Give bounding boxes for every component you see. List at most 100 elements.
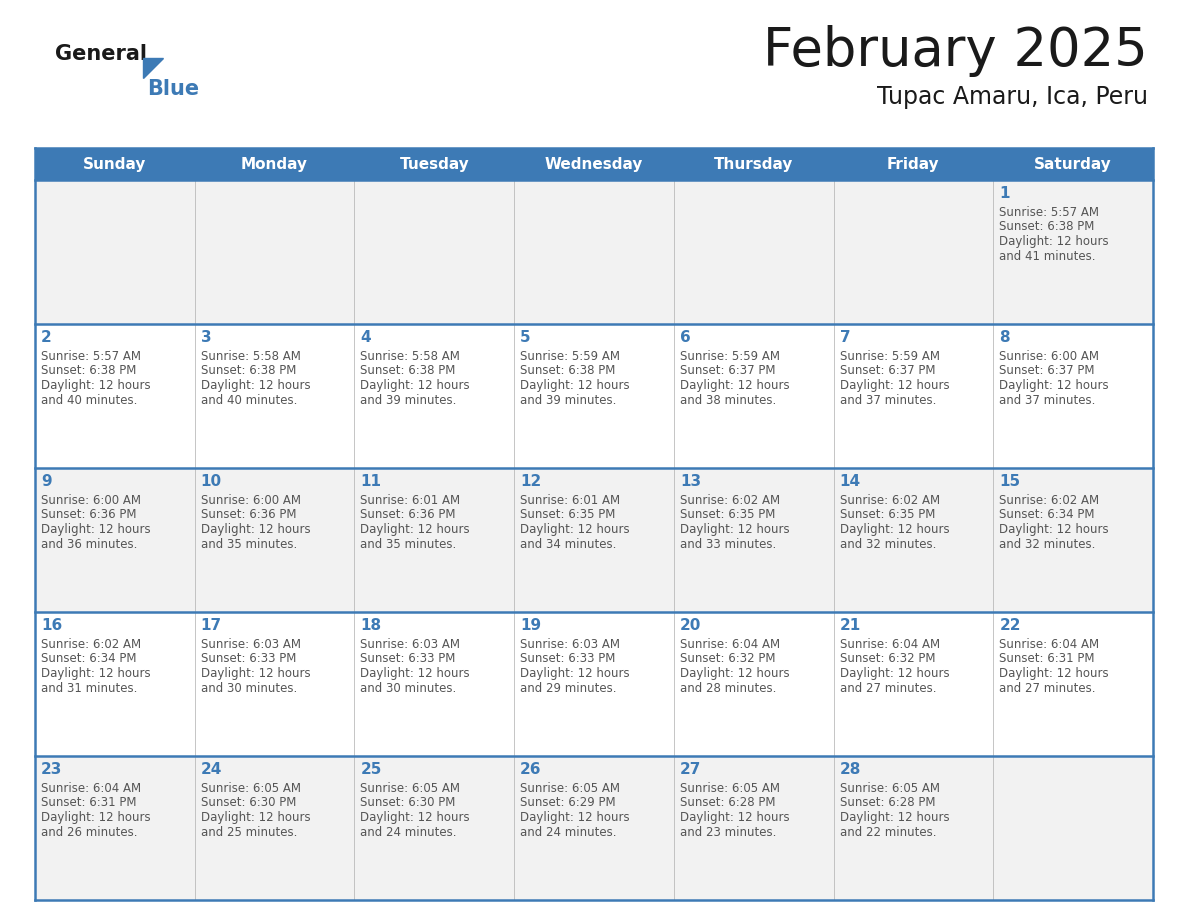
Bar — [354, 180, 514, 324]
Text: Sunset: 6:33 PM: Sunset: 6:33 PM — [201, 653, 296, 666]
Text: and 32 minutes.: and 32 minutes. — [999, 538, 1095, 551]
Text: Sunset: 6:38 PM: Sunset: 6:38 PM — [42, 364, 137, 377]
Text: Daylight: 12 hours: Daylight: 12 hours — [680, 379, 790, 392]
Text: Daylight: 12 hours: Daylight: 12 hours — [520, 379, 630, 392]
Bar — [674, 612, 834, 756]
Text: Sunset: 6:28 PM: Sunset: 6:28 PM — [840, 797, 935, 810]
Text: Sunset: 6:33 PM: Sunset: 6:33 PM — [360, 653, 456, 666]
Text: 25: 25 — [360, 762, 381, 777]
Text: Daylight: 12 hours: Daylight: 12 hours — [840, 379, 949, 392]
Text: Sunset: 6:36 PM: Sunset: 6:36 PM — [360, 509, 456, 521]
Text: and 37 minutes.: and 37 minutes. — [999, 394, 1095, 407]
Text: 11: 11 — [360, 474, 381, 489]
Text: 4: 4 — [360, 330, 371, 345]
Text: Sunrise: 6:05 AM: Sunrise: 6:05 AM — [680, 782, 779, 795]
Bar — [834, 612, 993, 756]
Text: Daylight: 12 hours: Daylight: 12 hours — [42, 811, 151, 824]
Text: Daylight: 12 hours: Daylight: 12 hours — [201, 523, 310, 536]
Text: Daylight: 12 hours: Daylight: 12 hours — [840, 811, 949, 824]
Text: Monday: Monday — [241, 156, 308, 172]
Text: Daylight: 12 hours: Daylight: 12 hours — [999, 523, 1108, 536]
Text: Daylight: 12 hours: Daylight: 12 hours — [360, 667, 470, 680]
Text: and 35 minutes.: and 35 minutes. — [201, 538, 297, 551]
Text: and 37 minutes.: and 37 minutes. — [840, 394, 936, 407]
Text: 18: 18 — [360, 618, 381, 633]
Text: Sunset: 6:36 PM: Sunset: 6:36 PM — [42, 509, 137, 521]
Bar — [354, 324, 514, 468]
Bar — [993, 180, 1154, 324]
Text: Blue: Blue — [147, 79, 200, 99]
Text: Daylight: 12 hours: Daylight: 12 hours — [42, 379, 151, 392]
Text: Daylight: 12 hours: Daylight: 12 hours — [360, 811, 470, 824]
Bar — [195, 148, 354, 180]
Text: and 27 minutes.: and 27 minutes. — [999, 681, 1095, 695]
Text: and 40 minutes.: and 40 minutes. — [42, 394, 138, 407]
Bar — [195, 468, 354, 612]
Bar — [674, 180, 834, 324]
Text: and 30 minutes.: and 30 minutes. — [360, 681, 456, 695]
Text: Sunrise: 6:03 AM: Sunrise: 6:03 AM — [360, 638, 461, 651]
Text: Sunrise: 6:04 AM: Sunrise: 6:04 AM — [680, 638, 781, 651]
Bar — [354, 148, 514, 180]
Polygon shape — [143, 58, 163, 78]
Text: and 25 minutes.: and 25 minutes. — [201, 825, 297, 838]
Text: Sunrise: 5:58 AM: Sunrise: 5:58 AM — [201, 350, 301, 363]
Bar — [195, 324, 354, 468]
Text: Sunrise: 6:01 AM: Sunrise: 6:01 AM — [520, 494, 620, 507]
Bar — [834, 148, 993, 180]
Text: Sunrise: 6:04 AM: Sunrise: 6:04 AM — [42, 782, 141, 795]
Text: Sunrise: 6:05 AM: Sunrise: 6:05 AM — [201, 782, 301, 795]
Text: 12: 12 — [520, 474, 542, 489]
Text: Daylight: 12 hours: Daylight: 12 hours — [999, 379, 1108, 392]
Text: Daylight: 12 hours: Daylight: 12 hours — [201, 811, 310, 824]
Bar — [834, 324, 993, 468]
Text: and 28 minutes.: and 28 minutes. — [680, 681, 776, 695]
Bar — [34, 612, 195, 756]
Text: 6: 6 — [680, 330, 690, 345]
Text: and 39 minutes.: and 39 minutes. — [360, 394, 457, 407]
Text: Sunset: 6:31 PM: Sunset: 6:31 PM — [999, 653, 1095, 666]
Bar — [834, 756, 993, 900]
Text: Sunset: 6:29 PM: Sunset: 6:29 PM — [520, 797, 615, 810]
Text: 16: 16 — [42, 618, 62, 633]
Text: Sunrise: 6:04 AM: Sunrise: 6:04 AM — [999, 638, 1099, 651]
Bar — [195, 180, 354, 324]
Text: and 40 minutes.: and 40 minutes. — [201, 394, 297, 407]
Text: and 41 minutes.: and 41 minutes. — [999, 250, 1095, 263]
Bar — [674, 756, 834, 900]
Text: 1: 1 — [999, 186, 1010, 201]
Text: Daylight: 12 hours: Daylight: 12 hours — [201, 379, 310, 392]
Text: Sunset: 6:38 PM: Sunset: 6:38 PM — [360, 364, 456, 377]
Text: Sunset: 6:31 PM: Sunset: 6:31 PM — [42, 797, 137, 810]
Text: 22: 22 — [999, 618, 1020, 633]
Bar — [34, 468, 195, 612]
Text: and 33 minutes.: and 33 minutes. — [680, 538, 776, 551]
Text: Tupac Amaru, Ica, Peru: Tupac Amaru, Ica, Peru — [877, 85, 1148, 109]
Text: Sunset: 6:30 PM: Sunset: 6:30 PM — [201, 797, 296, 810]
Text: Saturday: Saturday — [1035, 156, 1112, 172]
Bar — [34, 324, 195, 468]
Bar — [34, 756, 195, 900]
Text: Sunset: 6:37 PM: Sunset: 6:37 PM — [999, 364, 1095, 377]
Bar — [993, 756, 1154, 900]
Text: Sunset: 6:28 PM: Sunset: 6:28 PM — [680, 797, 776, 810]
Text: Sunset: 6:33 PM: Sunset: 6:33 PM — [520, 653, 615, 666]
Bar — [195, 612, 354, 756]
Text: 17: 17 — [201, 618, 222, 633]
Text: Daylight: 12 hours: Daylight: 12 hours — [360, 523, 470, 536]
Text: Friday: Friday — [887, 156, 940, 172]
Bar — [354, 756, 514, 900]
Text: Sunset: 6:34 PM: Sunset: 6:34 PM — [999, 509, 1095, 521]
Text: Daylight: 12 hours: Daylight: 12 hours — [680, 667, 790, 680]
Text: Sunrise: 6:02 AM: Sunrise: 6:02 AM — [42, 638, 141, 651]
Text: and 38 minutes.: and 38 minutes. — [680, 394, 776, 407]
Text: Sunrise: 6:02 AM: Sunrise: 6:02 AM — [680, 494, 781, 507]
Bar — [674, 468, 834, 612]
Text: and 36 minutes.: and 36 minutes. — [42, 538, 138, 551]
Text: Daylight: 12 hours: Daylight: 12 hours — [42, 523, 151, 536]
Text: Sunset: 6:37 PM: Sunset: 6:37 PM — [680, 364, 776, 377]
Text: Sunset: 6:36 PM: Sunset: 6:36 PM — [201, 509, 296, 521]
Text: Sunset: 6:35 PM: Sunset: 6:35 PM — [520, 509, 615, 521]
Bar — [34, 180, 195, 324]
Text: Sunrise: 6:05 AM: Sunrise: 6:05 AM — [360, 782, 461, 795]
